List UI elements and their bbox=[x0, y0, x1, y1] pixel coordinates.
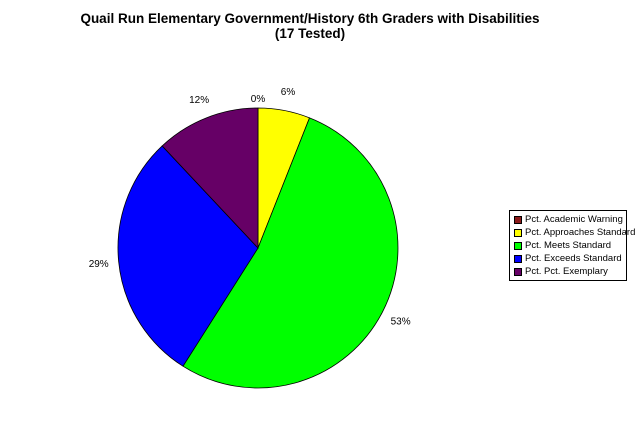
chart-subtitle: (17 Tested) bbox=[274, 26, 346, 41]
pie-slice-pct-exceeds-standard bbox=[117, 145, 259, 367]
legend-item-pct-exceeds-standard: Pct. Exceeds Standard bbox=[514, 252, 626, 265]
legend-item-pct-pct-exemplary: Pct. Pct. Exemplary bbox=[514, 265, 626, 278]
legend-item-pct-academic-warning: Pct. Academic Warning bbox=[514, 213, 626, 226]
chart-title-line1: Quail Run Elementary Government/History … bbox=[80, 11, 540, 26]
slice-label-pct-meets-standard: 53% bbox=[391, 317, 411, 328]
legend-swatch bbox=[514, 267, 522, 276]
pie-slice-pct-pct-exemplary bbox=[161, 107, 259, 250]
legend-swatch bbox=[514, 228, 522, 237]
legend-label: Pct. Pct. Exemplary bbox=[525, 266, 608, 277]
pie-slice-pct-meets-standard bbox=[182, 117, 399, 389]
legend-swatch bbox=[514, 241, 522, 250]
chart-legend: Pct. Academic Warning Pct. Approaches Sta… bbox=[509, 210, 635, 281]
slice-label-pct-exceeds-standard: 29% bbox=[89, 259, 109, 270]
slice-label-pct-academic-warning: 0% bbox=[251, 94, 266, 105]
legend-swatch bbox=[514, 254, 522, 263]
legend-label: Pct. Approaches Standard bbox=[525, 227, 636, 238]
slice-label-pct-approaches-standard: 6% bbox=[281, 87, 296, 98]
chart-title: Quail Run Elementary Government/History … bbox=[0, 11, 620, 41]
legend-swatch bbox=[514, 215, 522, 224]
legend-item-pct-approaches-standard: Pct. Approaches Standard bbox=[514, 226, 635, 239]
slice-label-pct-pct-exemplary: 12% bbox=[189, 95, 209, 106]
legend-item-pct-meets-standard: Pct. Meets Standard bbox=[514, 239, 626, 252]
legend-label: Pct. Meets Standard bbox=[525, 240, 612, 251]
legend-label: Pct. Academic Warning bbox=[525, 214, 623, 225]
legend-label: Pct. Exceeds Standard bbox=[525, 253, 622, 264]
